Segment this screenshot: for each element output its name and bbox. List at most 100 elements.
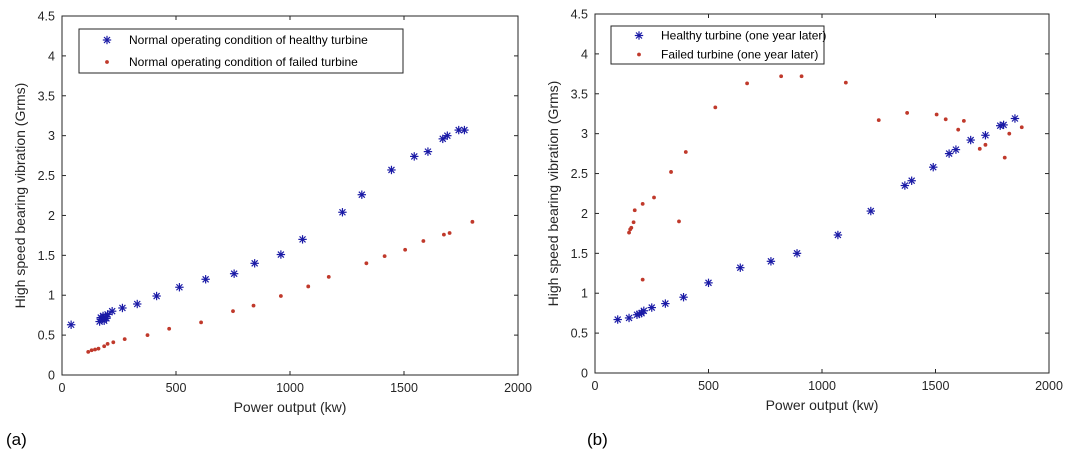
y-axis: 0 0.5 1 1.5 2 2.5 3 3.5 4 4.5 bbox=[38, 10, 518, 383]
data-point-dot bbox=[145, 333, 150, 338]
data-point-dot bbox=[86, 349, 91, 354]
data-point-asterisk bbox=[866, 206, 876, 216]
legend-box bbox=[610, 25, 825, 65]
series-1 bbox=[66, 125, 469, 329]
data-point-asterisk bbox=[679, 293, 688, 302]
data-point-asterisk bbox=[981, 131, 990, 140]
data-point-dot bbox=[364, 261, 369, 266]
data-point-asterisk bbox=[443, 131, 452, 140]
y-tick-label: 0.5 bbox=[571, 327, 588, 341]
legend: Normal operating condition of healthy tu… bbox=[78, 28, 404, 74]
legend-marker-asterisk bbox=[102, 35, 112, 45]
data-point-asterisk bbox=[460, 125, 469, 135]
y-tick-label: 0.5 bbox=[38, 329, 55, 343]
y-axis: 0 0.5 1 1.5 2 2.5 3 3.5 4 4.5 bbox=[571, 8, 1049, 381]
data-point-dot bbox=[677, 219, 681, 224]
y-tick-label: 1 bbox=[48, 289, 55, 303]
y-tick-label: 2 bbox=[48, 209, 55, 223]
plot-area bbox=[61, 15, 519, 376]
y-tick-label: 2.5 bbox=[38, 169, 55, 183]
data-point-asterisk bbox=[944, 149, 954, 158]
scatter-chart-b: 0 500 1000 1500 2000 0 0.5 1 1.5 2 2.5 3 3.5 4 4.5 Powe… bbox=[545, 8, 1063, 450]
y-tick-label: 2.5 bbox=[571, 167, 588, 181]
chart-panel-a: 0 500 1000 1500 2000 0 0.5 1 1.5 2 2.5 3 3.5 4 4.5 Powe… bbox=[6, 10, 532, 450]
y-axis-label: High speed bearing vibration (Grms) bbox=[545, 81, 561, 307]
data-point-asterisk bbox=[175, 283, 184, 292]
y-tick-label: 1 bbox=[581, 287, 588, 301]
data-point-dot bbox=[89, 348, 94, 353]
data-point-dot bbox=[669, 170, 673, 174]
data-point-dot bbox=[96, 346, 101, 351]
x-tick-label: 500 bbox=[166, 381, 187, 395]
data-point-asterisk bbox=[966, 135, 975, 145]
data-point-dot bbox=[956, 127, 961, 132]
data-point-dot bbox=[199, 320, 203, 325]
data-point-asterisk bbox=[276, 250, 286, 259]
data-point-asterisk bbox=[613, 315, 622, 324]
legend-box bbox=[78, 28, 404, 74]
x-tick-label: 1500 bbox=[922, 379, 950, 393]
data-point-dot bbox=[983, 142, 988, 147]
y-axis-label: High speed bearing vibration (Grms) bbox=[12, 83, 28, 309]
data-point-dot bbox=[1002, 155, 1007, 160]
data-point-dot bbox=[470, 219, 475, 224]
panel-label: (b) bbox=[587, 430, 608, 449]
y-tick-label: 3 bbox=[581, 127, 588, 141]
data-point-asterisk bbox=[152, 291, 161, 301]
data-point-dot bbox=[421, 239, 426, 243]
data-point-dot bbox=[278, 294, 283, 298]
data-point-dot bbox=[799, 74, 804, 79]
data-point-asterisk bbox=[107, 306, 117, 316]
data-point-asterisk bbox=[102, 314, 111, 323]
data-point-dot bbox=[1019, 125, 1024, 130]
y-tick-label: 0 bbox=[581, 367, 588, 381]
legend-marker-asterisk bbox=[634, 31, 644, 40]
data-point-dot bbox=[843, 80, 848, 85]
data-point-dot bbox=[627, 230, 631, 235]
series-2 bbox=[86, 219, 475, 354]
data-point-asterisk bbox=[201, 275, 210, 284]
y-tick-label: 4 bbox=[581, 47, 588, 61]
data-point-asterisk bbox=[357, 190, 367, 199]
data-point-asterisk bbox=[704, 278, 713, 288]
legend-entry: Failed turbine (one year later) bbox=[661, 48, 818, 62]
chart-panel-b: 0 500 1000 1500 2000 0 0.5 1 1.5 2 2.5 3 3.5 4 4.5 Powe… bbox=[535, 0, 1070, 453]
series-1 bbox=[613, 114, 1020, 324]
data-point-dot bbox=[745, 81, 749, 86]
x-tick-label: 1500 bbox=[390, 381, 418, 395]
y-tick-label: 1.5 bbox=[38, 249, 55, 263]
data-point-asterisk bbox=[1010, 114, 1020, 123]
data-point-dot bbox=[977, 146, 982, 151]
data-point-dot bbox=[779, 74, 784, 79]
data-point-dot bbox=[326, 274, 331, 279]
legend: Healthy turbine (one year later) Failed t… bbox=[610, 25, 826, 65]
data-point-asterisk bbox=[624, 313, 634, 323]
y-tick-label: 4.5 bbox=[571, 8, 588, 22]
y-tick-label: 2 bbox=[581, 207, 588, 221]
data-point-dot bbox=[1007, 131, 1012, 136]
x-tick-label: 0 bbox=[59, 381, 66, 395]
x-axis-label: Power output (kw) bbox=[234, 399, 347, 415]
y-tick-label: 3.5 bbox=[38, 89, 55, 103]
data-point-asterisk bbox=[133, 299, 142, 309]
data-point-dot bbox=[632, 208, 637, 213]
data-point-asterisk bbox=[951, 145, 961, 154]
data-point-asterisk bbox=[66, 320, 76, 329]
x-tick-label: 0 bbox=[592, 379, 599, 393]
legend-marker-dot bbox=[105, 60, 109, 64]
legend-entry: Healthy turbine (one year later) bbox=[661, 29, 826, 43]
data-point-asterisk bbox=[250, 259, 259, 268]
plot-area bbox=[594, 13, 1050, 374]
data-point-asterisk bbox=[929, 162, 938, 172]
data-point-asterisk bbox=[792, 249, 802, 258]
data-point-dot bbox=[111, 340, 116, 345]
data-point-dot bbox=[403, 247, 408, 252]
data-point-asterisk bbox=[907, 176, 916, 185]
data-point-dot bbox=[713, 105, 718, 110]
data-point-dot bbox=[943, 117, 948, 122]
data-point-dot bbox=[905, 111, 910, 115]
data-point-dot bbox=[102, 344, 107, 349]
data-point-dot bbox=[231, 309, 235, 314]
data-point-asterisk bbox=[103, 310, 112, 319]
data-point-asterisk bbox=[118, 303, 127, 313]
